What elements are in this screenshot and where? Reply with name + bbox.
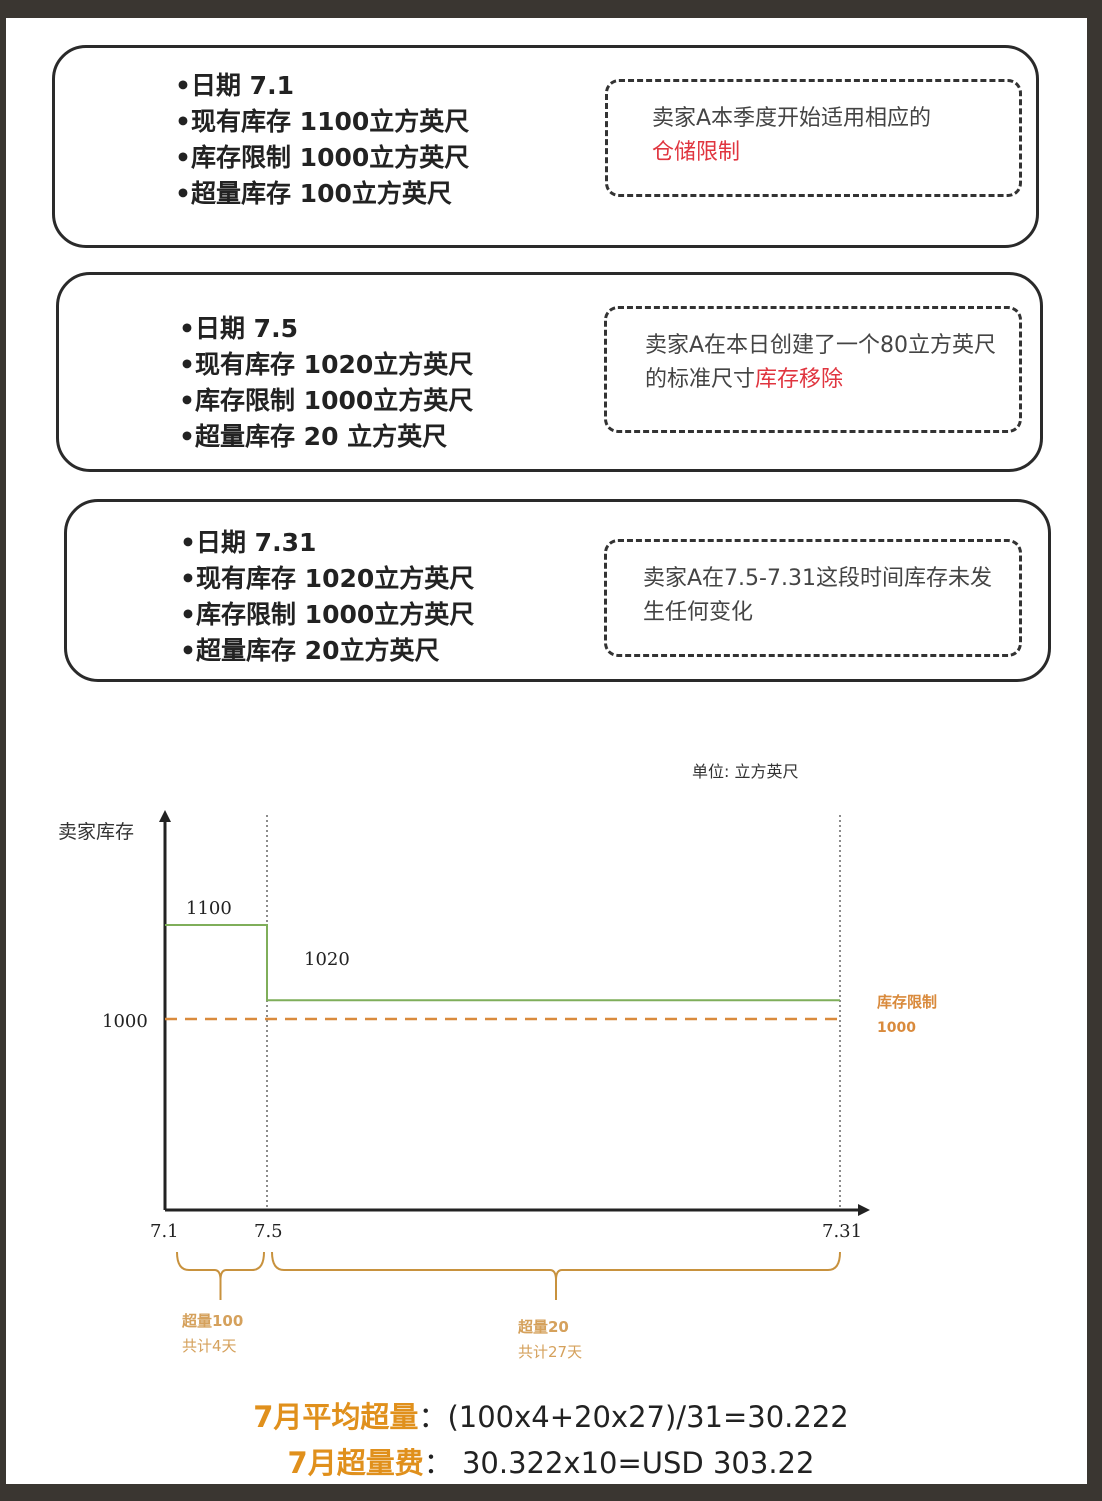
date-line: •日期 7.1 <box>175 71 294 100</box>
x-tick-7-5: 7.5 <box>254 1221 283 1242</box>
date-line: •日期 7.5 <box>179 314 298 343</box>
data-label-1100: 1100 <box>186 898 232 919</box>
date-line: •日期 7.31 <box>180 528 317 557</box>
y-axis-arrow <box>159 810 171 822</box>
info-list: •日期 7.1 •现有库存 1100立方英尺 •库存限制 1000立方英尺 •超… <box>175 68 469 212</box>
avg-formula: 7月平均超量：(100x4+20x27)/31=30.222 <box>0 1394 1102 1436</box>
x-tick-7-31: 7.31 <box>822 1221 862 1242</box>
slide-page <box>6 18 1087 1484</box>
limit-line: •库存限制 1000立方英尺 <box>179 386 474 415</box>
note-box: 卖家A本季度开始适用相应的 仓储限制 <box>605 79 1022 197</box>
info-card-3: •日期 7.31 •现有库存 1020立方英尺 •库存限制 1000立方英尺 •… <box>64 499 1051 682</box>
unit-label: 单位: 立方英尺 <box>692 762 798 781</box>
brace-label-2-line2: 共计27天 <box>518 1343 582 1361</box>
excess-line: •超量库存 20 立方英尺 <box>179 422 448 451</box>
info-card-2: •日期 7.5 •现有库存 1020立方英尺 •库存限制 1000立方英尺 •超… <box>56 272 1043 472</box>
stock-line: •现有库存 1100立方英尺 <box>175 107 470 136</box>
note-text: 卖家A本季度开始适用相应的 <box>652 106 932 131</box>
brace-label-2-line1: 超量20 <box>517 1318 569 1336</box>
stock-line: •现有库存 1020立方英尺 <box>180 564 475 593</box>
excess-line: •超量库存 20立方英尺 <box>180 636 440 665</box>
note-highlight: 仓储限制 <box>652 140 741 165</box>
avg-expression: ：(100x4+20x27)/31=30.222 <box>418 1400 849 1434</box>
info-card-1: •日期 7.1 •现有库存 1100立方英尺 •库存限制 1000立方英尺 •超… <box>52 45 1039 248</box>
x-tick-7-1: 7.1 <box>150 1221 179 1242</box>
x-axis-arrow <box>858 1204 870 1216</box>
stock-line: •现有库存 1020立方英尺 <box>179 350 474 379</box>
note-box: 卖家A在本日创建了一个80立方英尺的标准尺寸库存移除 <box>604 306 1022 433</box>
limit-value-label: 1000 <box>877 1020 916 1036</box>
inventory-line <box>165 924 840 1002</box>
y-tick-1000: 1000 <box>102 1011 148 1032</box>
avg-label: 7月平均超量 <box>253 1400 419 1434</box>
note-text: 卖家A在7.5-7.31这段时间库存未发生任何变化 <box>643 566 992 625</box>
excess-line: •超量库存 100立方英尺 <box>175 179 452 208</box>
limit-line: •库存限制 1000立方英尺 <box>180 600 475 629</box>
y-axis-label: 卖家库存 <box>58 821 134 843</box>
inventory-chart: 卖家库存 单位: 立方英尺 1100 1020 1000 库存限制 1000 7.1 7.5 7.… <box>58 762 937 1361</box>
data-label-1020: 1020 <box>304 949 350 970</box>
note-box: 卖家A在7.5-7.31这段时间库存未发生任何变化 <box>604 539 1022 657</box>
brace-label-1-line1: 超量100 <box>181 1312 243 1330</box>
limit-line: •库存限制 1000立方英尺 <box>175 143 470 172</box>
info-list: •日期 7.5 •现有库存 1020立方英尺 •库存限制 1000立方英尺 •超… <box>179 311 473 455</box>
info-list: •日期 7.31 •现有库存 1020立方英尺 •库存限制 1000立方英尺 •… <box>180 525 474 669</box>
note-text: 卖家A在本日创建了一个80立方英尺的标准尺寸 <box>645 333 997 392</box>
fee-label: 7月超量费 <box>287 1446 424 1480</box>
note-highlight: 库存移除 <box>755 367 844 392</box>
limit-label: 库存限制 <box>877 993 937 1011</box>
fee-formula: 7月超量费： 30.322x10=USD 303.22 <box>0 1440 1102 1482</box>
fee-expression: ： 30.322x10=USD 303.22 <box>423 1446 815 1480</box>
brace-label-1-line2: 共计4天 <box>182 1337 237 1355</box>
